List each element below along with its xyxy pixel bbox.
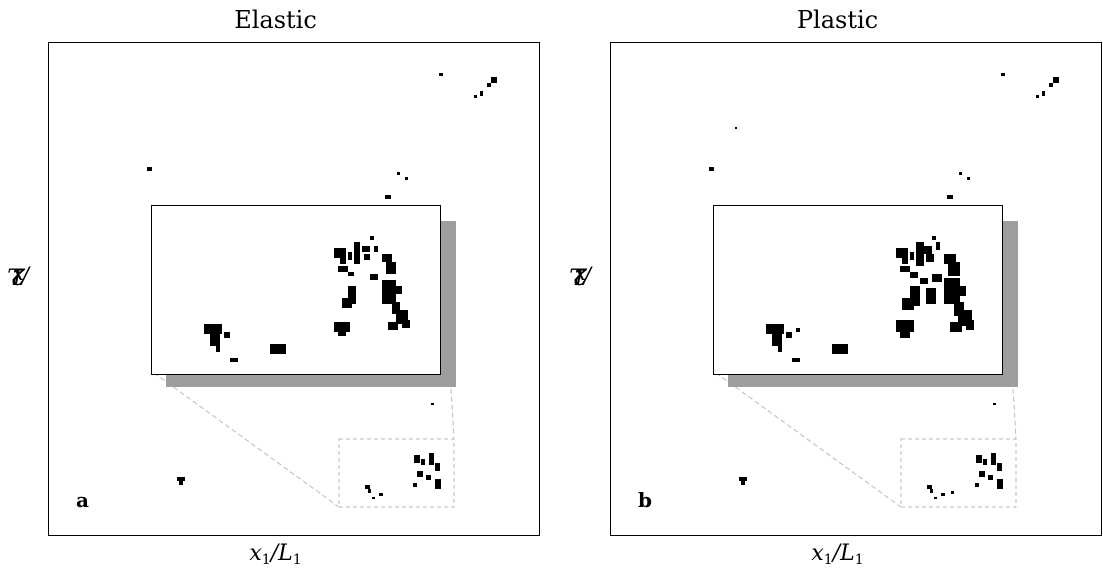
zoom-inset [713, 205, 1003, 375]
cluster [385, 195, 391, 199]
cluster [487, 83, 491, 87]
zoom-inset [151, 205, 441, 375]
cluster [177, 477, 185, 481]
cluster [480, 91, 483, 96]
cluster [397, 172, 400, 175]
panel-title: Elastic [234, 6, 317, 34]
plot-frame [48, 42, 540, 536]
plot-frame [610, 42, 1102, 536]
cluster [439, 73, 443, 76]
inset-cluster-map [766, 236, 974, 362]
panel-letter: a [76, 488, 89, 512]
panel-letter: b [638, 488, 652, 512]
cluster [179, 481, 183, 485]
panel-title: Plastic [796, 6, 879, 34]
zoom-region [338, 438, 455, 508]
panel-plastic: Plastic [562, 0, 1103, 576]
zoom-guide-left [153, 372, 340, 508]
cluster [147, 167, 152, 171]
cluster [431, 403, 434, 405]
cluster [491, 77, 497, 83]
x-axis-label: x1/L1 [249, 541, 302, 568]
cluster [405, 177, 408, 180]
x-axis-label: x1/L1 [811, 541, 864, 568]
cluster [474, 95, 477, 98]
panel-elastic: Elastic [0, 0, 551, 576]
inset-cluster-map [204, 236, 410, 362]
zoom-region-clusters [365, 453, 441, 499]
